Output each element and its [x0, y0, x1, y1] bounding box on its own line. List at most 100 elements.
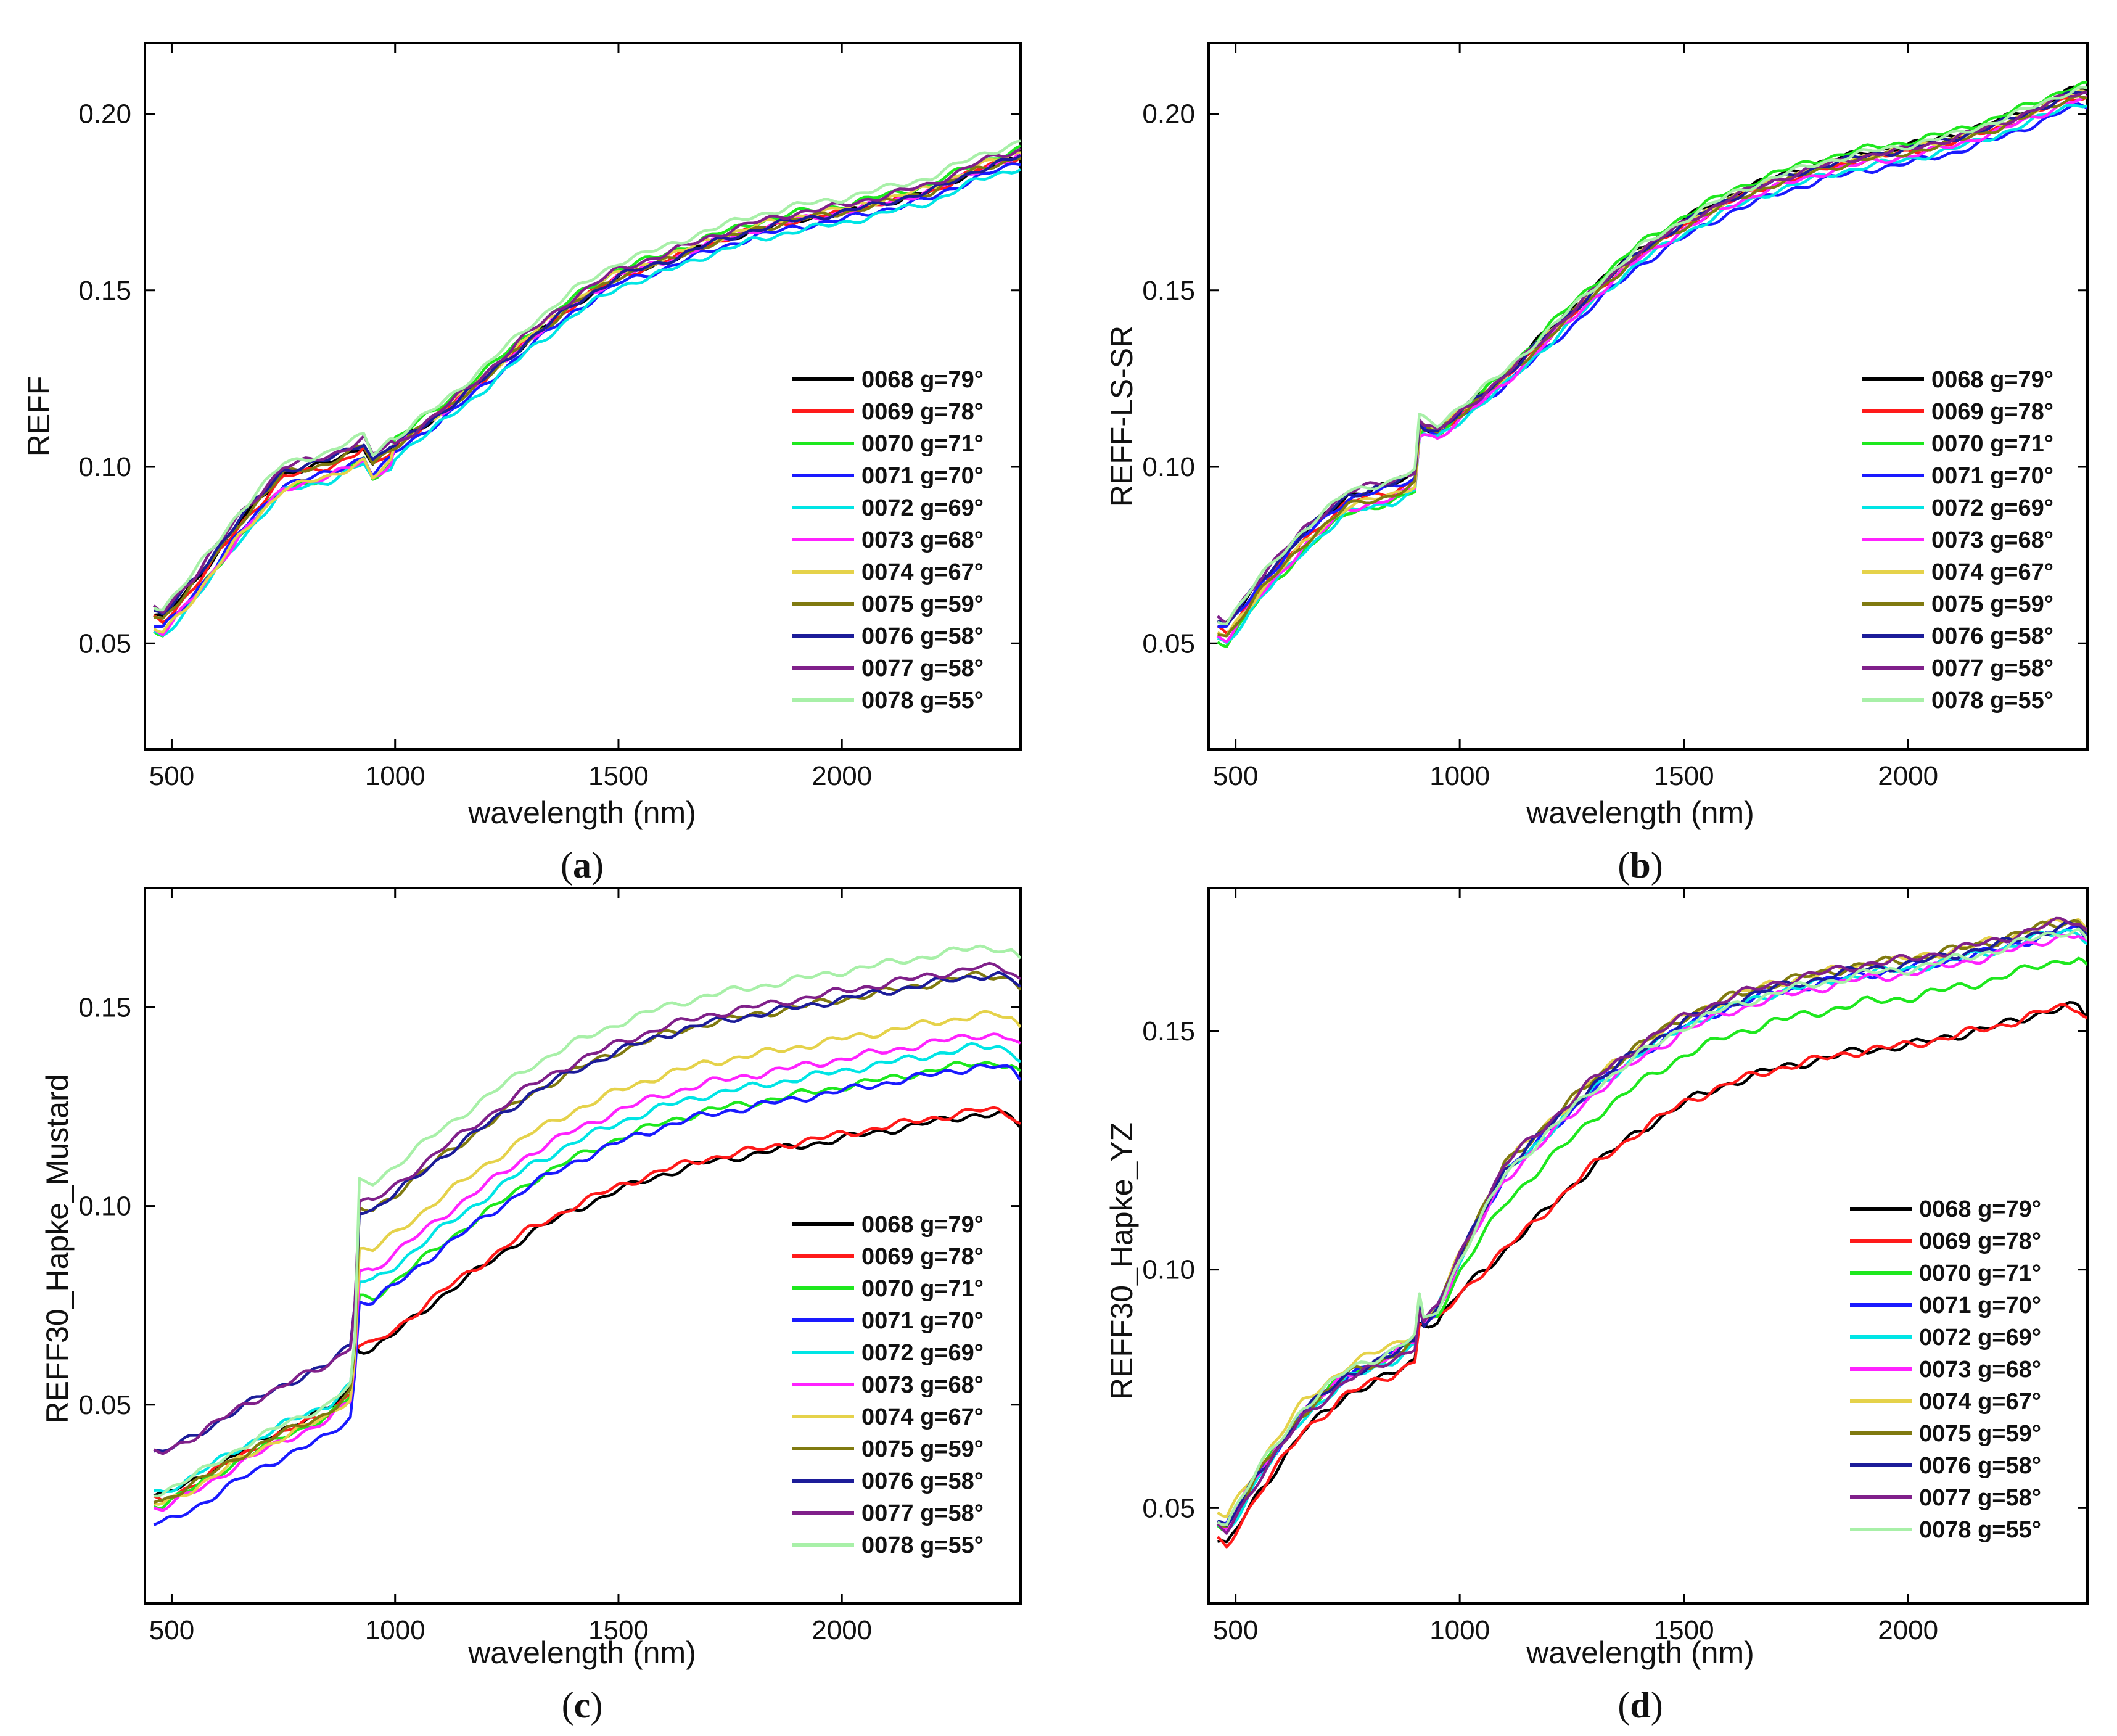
legend-label: 0077 g=58° [861, 1500, 984, 1526]
legend-label: 0076 g=58° [861, 1468, 984, 1494]
panel-c-label: (c) [562, 1685, 603, 1726]
legend-label: 0068 g=79° [861, 367, 984, 393]
series-line-0071 [154, 162, 1021, 628]
panel-d-letter: d [1630, 1685, 1650, 1726]
panel-d-ylabel: REFF30_Hapke_YZ [1104, 1122, 1139, 1400]
y-tick-label: 0.05 [78, 628, 131, 659]
series-line-0072 [154, 1042, 1021, 1493]
legend-label: 0071 g=70° [861, 463, 984, 489]
y-tick-label: 0.20 [1142, 99, 1195, 130]
legend-label: 0076 g=58° [861, 623, 984, 649]
legend-label: 0077 g=58° [1919, 1485, 2041, 1511]
y-tick-label: 0.15 [1142, 276, 1195, 306]
x-tick-label: 1000 [1429, 761, 1490, 791]
y-tick-label: 0.15 [78, 992, 131, 1022]
legend-label: 0073 g=68° [861, 527, 984, 553]
series-line-0076 [1217, 921, 2087, 1528]
y-tick-label: 0.10 [1142, 452, 1195, 482]
x-tick-label: 2000 [1878, 761, 1938, 791]
x-tick-label: 1000 [365, 1615, 425, 1645]
legend-label: 0070 g=71° [861, 1276, 984, 1302]
plot-frame [1207, 42, 2089, 751]
panel-b-letter: b [1630, 845, 1650, 886]
series-line-0069 [1216, 1003, 2087, 1549]
legend-label: 0069 g=78° [861, 399, 984, 425]
legend-label: 0072 g=69° [1919, 1325, 2041, 1351]
panel-a-xlabel: wavelength (nm) [467, 796, 696, 830]
legend-label: 0068 g=79° [861, 1212, 984, 1238]
panel-b: 500 1000 1500 2000 0.05 0.10 0.15 0.20 0068 g=79… [1104, 42, 2089, 886]
series-line-0078 [1217, 85, 2087, 626]
y-tick-label: 0.15 [78, 276, 131, 306]
series-line-0078 [153, 139, 1021, 612]
panel-a-label: (a) [561, 845, 604, 886]
legend-label: 0073 g=68° [1931, 527, 2053, 553]
x-tick-label: 2000 [812, 761, 872, 791]
series-line-0077 [153, 147, 1021, 614]
y-tick-label: 0.05 [78, 1390, 131, 1420]
x-tick-label: 1500 [1654, 1615, 1714, 1645]
legend-label: 0077 g=58° [861, 656, 984, 681]
panel-b-ylabel: REFF-LS-SR [1104, 326, 1139, 507]
legend-label: 0076 g=58° [1919, 1453, 2041, 1479]
y-tick-label: 0.20 [78, 99, 131, 130]
x-tick-label: 2000 [1878, 1615, 1938, 1645]
legend-label: 0071 g=70° [1919, 1293, 2041, 1318]
plot-frame [144, 42, 1022, 751]
panel-a-ylabel: REFF [22, 376, 56, 457]
x-tick-label: 1000 [1429, 1615, 1490, 1645]
legend: 0068 g=79° 0069 g=78° 0070 g=71° 0071 g=70°… [792, 367, 984, 714]
series-lines [153, 944, 1021, 1526]
legend-label: 0078 g=55° [861, 1532, 984, 1558]
panel-c-xlabel: wavelength (nm) [467, 1635, 696, 1670]
x-tick-label: 500 [149, 761, 194, 791]
legend-label: 0070 g=71° [861, 431, 984, 457]
series-line-0078 [154, 944, 1021, 1498]
series-lines [153, 139, 1021, 638]
series-line-0073 [153, 1032, 1021, 1512]
legend-label: 0069 g=78° [861, 1244, 984, 1270]
legend-label: 0072 g=69° [861, 495, 984, 521]
legend-label: 0078 g=55° [1919, 1517, 2041, 1543]
legend-label: 0074 g=67° [861, 1404, 984, 1430]
panel-b-label: (b) [1618, 845, 1663, 886]
series-line-0078 [1217, 927, 2087, 1526]
y-tick-label: 0.10 [1142, 1255, 1195, 1285]
series-line-0077 [1216, 916, 2087, 1535]
legend-label: 0068 g=79° [1919, 1196, 2041, 1222]
series-lines [1217, 81, 2087, 648]
series-line-0074 [1217, 89, 2087, 638]
plot-frame [1207, 887, 2089, 1605]
y-tick-label: 0.10 [78, 452, 131, 482]
series-line-0068 [1217, 1000, 2087, 1544]
legend-label: 0078 g=55° [1931, 688, 2053, 714]
panel-b-plot: 500 1000 1500 2000 0.05 0.10 0.15 0.20 0068 g=79… [1142, 42, 2089, 791]
legend: 0068 g=79° 0069 g=78° 0070 g=71° 0071 g=70°… [792, 1212, 984, 1558]
legend-label: 0072 g=69° [1931, 495, 2053, 521]
legend-label: 0074 g=67° [1931, 559, 2053, 585]
legend-label: 0075 g=59° [1919, 1421, 2041, 1447]
legend-label: 0075 g=59° [1931, 591, 2053, 617]
y-tick-label: 0.05 [1142, 1493, 1195, 1523]
panel-a: 500 1000 1500 2000 0.05 0.10 0.15 0.20 0068 g=79… [22, 42, 1022, 886]
legend-label: 0075 g=59° [861, 1436, 984, 1462]
x-tick-label: 500 [1213, 1615, 1258, 1645]
legend: 0068 g=79° 0069 g=78° 0070 g=71° 0071 g=70°… [1850, 1196, 2041, 1543]
legend: 0068 g=79° 0069 g=78° 0070 g=71° 0071 g=70°… [1862, 367, 2053, 714]
panel-a-plot: 500 1000 1500 2000 0.05 0.10 0.15 0.20 0068 g=79… [78, 42, 1022, 791]
series-line-0075 [1217, 94, 2087, 638]
series-line-0072 [153, 168, 1021, 637]
legend-label: 0069 g=78° [1931, 399, 2053, 425]
y-tick-label: 0.05 [1142, 628, 1195, 659]
series-line-0076 [154, 971, 1021, 1453]
x-tick-label: 500 [149, 1615, 194, 1645]
legend-label: 0068 g=79° [1931, 367, 2053, 393]
series-line-0070 [153, 1061, 1021, 1510]
x-tick-label: 1500 [588, 1615, 649, 1645]
y-tick-label: 0.10 [78, 1191, 131, 1222]
plot-frame [144, 887, 1022, 1605]
